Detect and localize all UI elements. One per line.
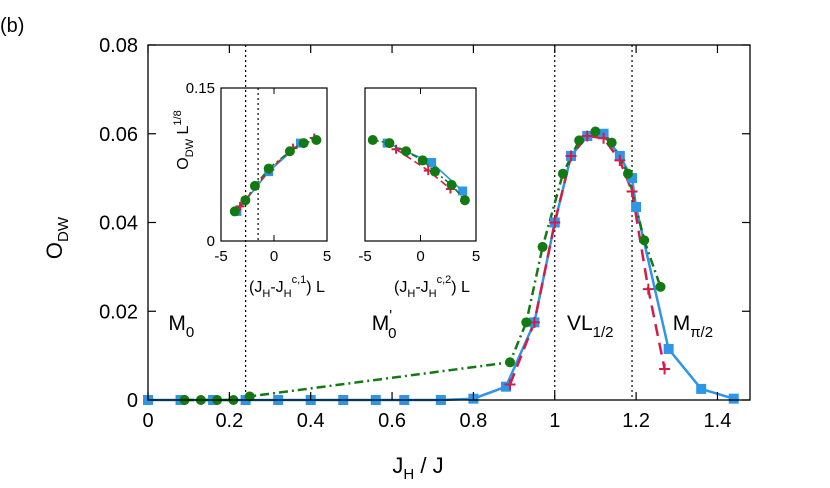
- data-point-circle: [639, 235, 650, 246]
- phase-label: Mπ/2: [673, 312, 713, 341]
- phase-labels: M0 M' 0 VL1/2 Mπ/2: [168, 307, 713, 342]
- data-point-circle: [557, 168, 568, 179]
- series-line-circle: [184, 130, 662, 402]
- y-tick-label: 0: [127, 390, 138, 412]
- data-point-plus: [581, 130, 593, 142]
- y-tick-label: 0.08: [99, 35, 138, 57]
- x-tick-label: 0: [142, 410, 153, 432]
- inset-point-circle: [229, 206, 240, 217]
- data-point-circle: [655, 281, 666, 292]
- main-plot: 0 0.2 0.4 0.6 0.8 1 1.2 1.4 0 0.02 0.04 0.06 0.08 M0…: [42, 35, 751, 483]
- y-tick-label: 0.04: [99, 213, 138, 235]
- inset-point-circle: [284, 146, 295, 157]
- inset-y-axis-label: ODW L1/8: [172, 110, 196, 169]
- inset-x-tick-label: 5: [472, 248, 480, 265]
- x-tick-label: 0.6: [378, 410, 406, 432]
- main-x-axis-label: JH / J: [392, 453, 443, 483]
- data-point-plus: [549, 217, 561, 228]
- data-point-square: [500, 381, 511, 392]
- inset-point-circle: [367, 135, 378, 146]
- inset-point-circle: [459, 195, 470, 206]
- x-tick-label: 0.4: [297, 410, 325, 432]
- main-tick-labels: 0 0.2 0.4 0.6 0.8 1 1.2 1.4 0 0.02 0.04 0.06 0.08: [99, 35, 731, 432]
- data-point-circle: [622, 168, 633, 179]
- data-point-circle: [537, 241, 548, 252]
- inset-y-tick-label: 0: [207, 233, 215, 250]
- x-tick-label: 0.2: [215, 410, 243, 432]
- phase-label: M0: [168, 312, 194, 341]
- x-tick-label: 1: [549, 410, 560, 432]
- inset-y-tick-label: 0.15: [186, 80, 215, 97]
- inset-point-circle: [401, 146, 412, 157]
- data-point-plus: [565, 150, 577, 162]
- inset-x-tick-label: 0: [416, 248, 424, 265]
- inset-2: -5 0 5: [358, 87, 480, 265]
- data-point-circle: [574, 135, 585, 146]
- y-tick-label: 0.06: [99, 124, 138, 146]
- y-tick-label: 0.02: [99, 301, 138, 323]
- inset-x-tick-label: -5: [358, 248, 371, 265]
- data-point-plus: [642, 283, 654, 295]
- data-point-circle: [606, 137, 617, 148]
- inset-point-circle: [240, 195, 251, 206]
- series-line-square: [148, 132, 735, 402]
- inset-point-square: [458, 186, 468, 196]
- main-axes: [147, 44, 751, 401]
- data-point-circle: [505, 357, 516, 368]
- data-point-circle: [244, 391, 255, 402]
- inset-point-circle: [417, 155, 428, 166]
- inset-point-plus: [235, 201, 245, 211]
- x-tick-label: 1.2: [622, 410, 650, 432]
- data-point-square: [627, 173, 638, 184]
- phase-boundaries: [245, 45, 633, 400]
- inset-x-tick-label: 5: [323, 248, 331, 265]
- data-point-plus: [614, 154, 626, 166]
- x-tick-label: 0.8: [459, 410, 487, 432]
- data-point-plus: [598, 132, 610, 144]
- data-point-plus: [626, 185, 638, 197]
- data-point-square: [728, 393, 739, 404]
- inset-point-circle: [384, 138, 395, 149]
- data-point-plus: [659, 363, 671, 375]
- main-series: [143, 126, 739, 405]
- inset-1: -5 0 500.15: [186, 80, 331, 265]
- data-point-square: [631, 201, 642, 212]
- inset-x-tick-label: -5: [214, 248, 227, 265]
- inset-point-circle: [446, 179, 457, 190]
- data-point-circle: [521, 317, 532, 328]
- phase-label: VL1/2: [567, 312, 614, 341]
- panel-label: (b): [0, 15, 24, 37]
- x-tick-label: 1.4: [704, 410, 732, 432]
- inset-series-line-plus: [239, 137, 315, 207]
- data-point-circle: [590, 126, 601, 137]
- phase-label: M' 0: [372, 307, 397, 342]
- inset-2-x-axis-label: (JH-JHc,2) L: [394, 274, 470, 300]
- main-y-axis-label: ODW: [42, 216, 72, 259]
- data-point-square: [663, 343, 674, 354]
- series-line-plus: [508, 134, 666, 385]
- data-point-plus: [504, 378, 516, 390]
- inset-point-circle: [249, 180, 260, 191]
- inset-point-circle: [263, 163, 274, 174]
- inset-point-circle: [311, 135, 322, 146]
- inset-point-circle: [429, 166, 440, 177]
- data-point-square: [696, 383, 707, 394]
- inset-point-circle: [298, 138, 309, 149]
- inset-1-x-axis-label: (JH-JHc,1) L: [249, 274, 325, 300]
- inset-point-square: [427, 157, 437, 167]
- inset-x-tick-label: 0: [270, 248, 278, 265]
